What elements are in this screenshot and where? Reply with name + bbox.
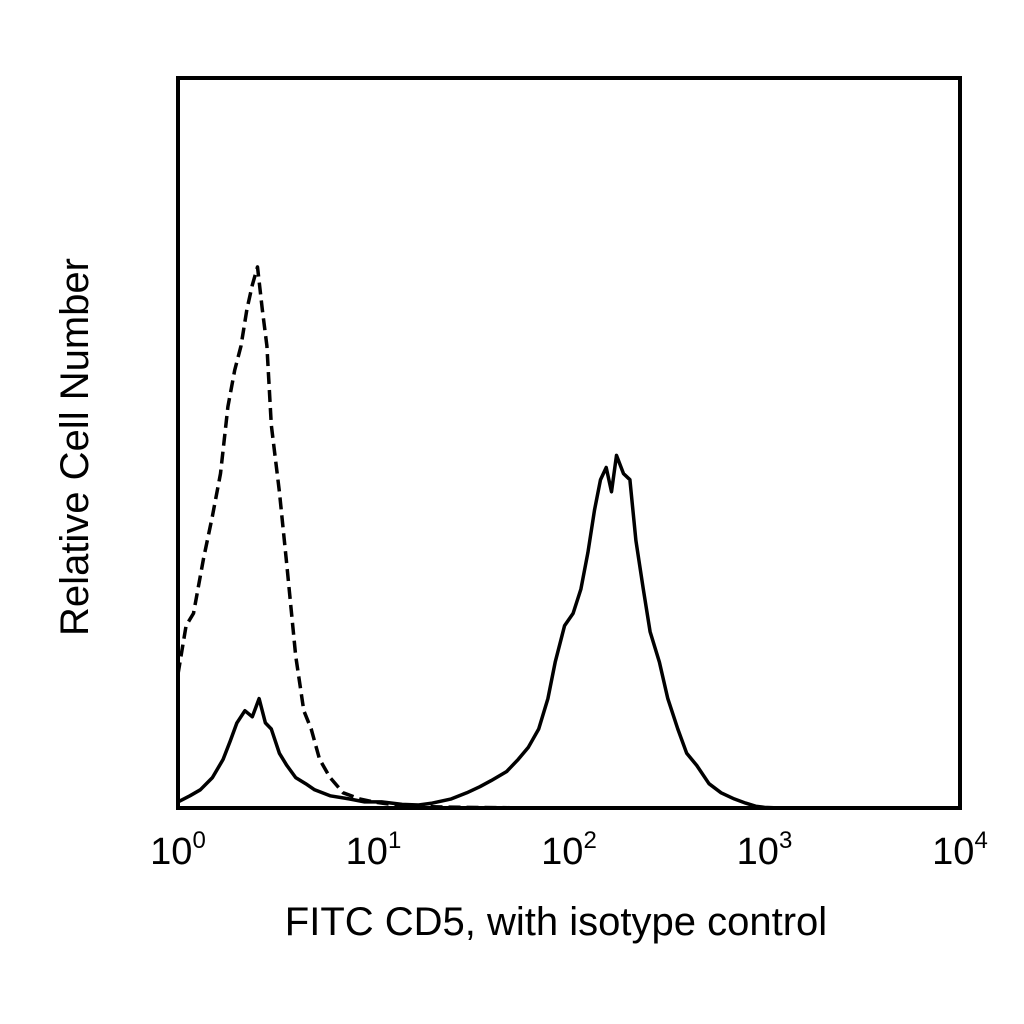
x-tick-base: 10 xyxy=(541,831,583,873)
x-tick-label: 104 xyxy=(932,827,988,873)
series-layer xyxy=(176,265,781,810)
x-tick-label: 101 xyxy=(346,827,402,873)
x-tick-labels: 100 101 102 103 104 xyxy=(150,827,988,873)
x-tick-exponent: 3 xyxy=(779,827,792,854)
x-tick-exponent: 1 xyxy=(388,827,401,854)
x-tick-exponent: 4 xyxy=(974,827,987,854)
x-tick-base: 10 xyxy=(737,831,779,873)
x-tick-label: 100 xyxy=(150,827,206,873)
x-tick-label: 103 xyxy=(737,827,793,873)
x-tick-label: 102 xyxy=(541,827,597,873)
x-tick-exponent: 2 xyxy=(583,827,596,854)
plot-frame xyxy=(176,76,962,810)
x-tick-exponent: 0 xyxy=(192,827,205,854)
y-axis-title: Relative Cell Number xyxy=(53,258,97,636)
x-tick-base: 10 xyxy=(346,831,388,873)
x-tick-base: 10 xyxy=(150,831,192,873)
series-line-cd5-solid xyxy=(177,453,781,810)
x-tick-base: 10 xyxy=(932,831,974,873)
x-axis-title: FITC CD5, with isotype control xyxy=(285,900,827,944)
